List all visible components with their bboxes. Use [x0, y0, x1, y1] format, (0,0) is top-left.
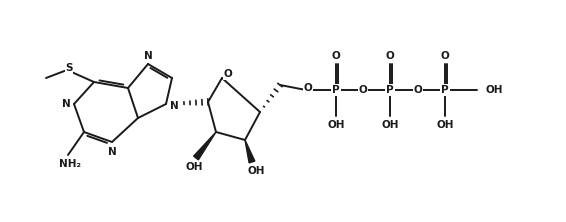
Polygon shape	[245, 140, 255, 163]
Text: OH: OH	[381, 120, 399, 130]
Text: P: P	[332, 85, 340, 95]
Text: OH: OH	[436, 120, 454, 130]
Text: OH: OH	[247, 166, 265, 176]
Text: N: N	[62, 99, 70, 109]
Polygon shape	[194, 132, 216, 160]
Text: NH₂: NH₂	[59, 159, 81, 169]
Text: OH: OH	[185, 162, 203, 172]
Text: O: O	[359, 85, 367, 95]
Text: O: O	[224, 69, 233, 79]
Text: P: P	[386, 85, 394, 95]
Text: O: O	[385, 51, 395, 61]
Text: P: P	[441, 85, 449, 95]
Text: N: N	[108, 147, 117, 157]
Text: O: O	[414, 85, 422, 95]
Text: O: O	[332, 51, 340, 61]
Text: N: N	[170, 101, 178, 111]
Text: OH: OH	[327, 120, 345, 130]
Text: O: O	[440, 51, 449, 61]
Text: O: O	[303, 83, 312, 93]
Text: N: N	[144, 51, 152, 61]
Text: OH: OH	[485, 85, 503, 95]
Text: S: S	[65, 63, 73, 73]
